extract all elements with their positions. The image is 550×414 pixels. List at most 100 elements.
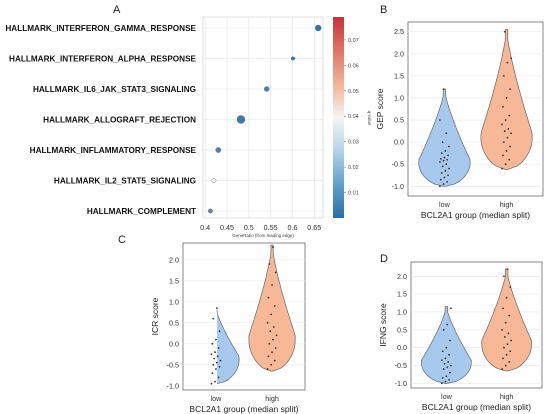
pathway-label: HALLMARK_INTERFERON_ALPHA_RESPONSE bbox=[9, 55, 197, 64]
y-axis-title: ICR score bbox=[150, 297, 160, 335]
data-point bbox=[211, 372, 214, 375]
y-tick-label: 1.0 bbox=[169, 297, 179, 306]
violin-high bbox=[481, 268, 532, 372]
data-point bbox=[442, 159, 445, 162]
y-tick-label: 1.5 bbox=[397, 290, 407, 299]
data-point bbox=[439, 119, 441, 121]
data-point bbox=[502, 105, 504, 108]
data-point bbox=[212, 317, 215, 320]
data-point bbox=[215, 307, 218, 309]
y-axis-title: IFNG score bbox=[378, 303, 388, 347]
data-point bbox=[448, 378, 450, 381]
data-point bbox=[442, 368, 445, 370]
data-point bbox=[275, 334, 278, 337]
data-point bbox=[446, 366, 449, 369]
data-point bbox=[267, 355, 270, 358]
x-axis-title: BCL2A1 group (median split) bbox=[421, 210, 530, 220]
violin-high bbox=[480, 29, 533, 170]
x-axis-title: BCL2A1 group (median split) bbox=[189, 404, 298, 414]
data-point bbox=[445, 132, 448, 135]
data-point bbox=[218, 330, 221, 333]
y-tick-label: 1.0 bbox=[394, 93, 404, 102]
data-point bbox=[504, 364, 507, 367]
data-point bbox=[501, 123, 503, 126]
data-point bbox=[508, 158, 511, 161]
data-point bbox=[217, 376, 220, 379]
pathway-label: HALLMARK_ALLOGRAFT_REJECTION bbox=[43, 116, 196, 125]
data-point bbox=[508, 314, 511, 317]
y-tick-label: 0.5 bbox=[397, 325, 407, 334]
data-point bbox=[507, 127, 510, 130]
x-tick-label: 0.65 bbox=[307, 223, 321, 232]
data-point bbox=[449, 339, 451, 342]
dot-5 bbox=[215, 147, 222, 153]
violin-low bbox=[421, 306, 472, 384]
data-point bbox=[503, 275, 505, 278]
data-point bbox=[501, 368, 504, 370]
data-point bbox=[503, 336, 506, 338]
data-point bbox=[215, 338, 217, 341]
data-point bbox=[443, 362, 446, 365]
y-tick-label: -1.0 bbox=[395, 379, 407, 388]
y-tick-label: 1.0 bbox=[397, 307, 407, 316]
data-point bbox=[449, 307, 452, 310]
y-tick-label: -0.5 bbox=[392, 160, 404, 169]
data-point bbox=[213, 357, 216, 360]
x-axis-title: BCL2A1 group (median split) bbox=[422, 402, 531, 412]
data-point bbox=[273, 305, 276, 307]
data-point bbox=[510, 57, 512, 60]
data-point bbox=[448, 353, 450, 356]
data-point bbox=[273, 359, 276, 362]
data-point bbox=[444, 150, 447, 152]
data-point bbox=[274, 347, 277, 349]
data-point bbox=[502, 74, 505, 77]
dot-7 bbox=[208, 208, 213, 214]
data-point bbox=[442, 88, 445, 91]
data-point bbox=[441, 377, 444, 379]
colorbar-tick-label: 0.04 bbox=[348, 114, 359, 120]
y-tick-label: -1.0 bbox=[392, 182, 404, 191]
data-point bbox=[439, 161, 441, 163]
data-point bbox=[506, 268, 509, 271]
data-point bbox=[219, 359, 222, 362]
data-point bbox=[269, 330, 272, 333]
x-tick-label: low bbox=[441, 392, 453, 401]
data-point bbox=[508, 114, 511, 117]
data-point bbox=[501, 328, 504, 331]
data-point bbox=[441, 350, 444, 353]
data-point bbox=[272, 338, 274, 341]
data-point bbox=[217, 347, 220, 349]
data-point bbox=[218, 366, 221, 368]
data-point bbox=[447, 174, 449, 177]
data-point bbox=[439, 178, 442, 181]
data-point bbox=[509, 88, 512, 91]
data-point bbox=[502, 357, 504, 360]
data-point bbox=[444, 169, 447, 172]
data-point bbox=[445, 346, 448, 349]
x-tick-label: 0.55 bbox=[264, 223, 278, 232]
data-point bbox=[510, 132, 512, 135]
y-tick-label: 1.5 bbox=[394, 71, 404, 80]
data-point bbox=[444, 357, 447, 360]
x-tick-label: high bbox=[500, 392, 514, 401]
pathway-label: HALLMARK_IL2_STAT5_SIGNALING bbox=[54, 177, 196, 186]
data-point bbox=[211, 342, 214, 345]
data-point bbox=[446, 323, 449, 326]
x-tick-label: high bbox=[265, 394, 279, 403]
colorbar-tick-label: 0.01 bbox=[348, 191, 359, 197]
data-point bbox=[441, 165, 444, 168]
data-point bbox=[442, 328, 445, 331]
data-point bbox=[440, 359, 443, 362]
y-tick-label: -0.5 bbox=[395, 361, 407, 370]
data-point bbox=[504, 321, 507, 324]
x-tick-label: high bbox=[500, 200, 514, 209]
dot-4 bbox=[236, 115, 246, 124]
data-point bbox=[503, 30, 506, 33]
y-tick-label: 0.5 bbox=[169, 318, 179, 327]
data-point bbox=[449, 371, 451, 374]
data-point bbox=[443, 156, 446, 159]
colorbar-tick-label: 0.06 bbox=[348, 63, 359, 69]
data-point bbox=[448, 167, 450, 170]
data-point bbox=[447, 154, 449, 157]
